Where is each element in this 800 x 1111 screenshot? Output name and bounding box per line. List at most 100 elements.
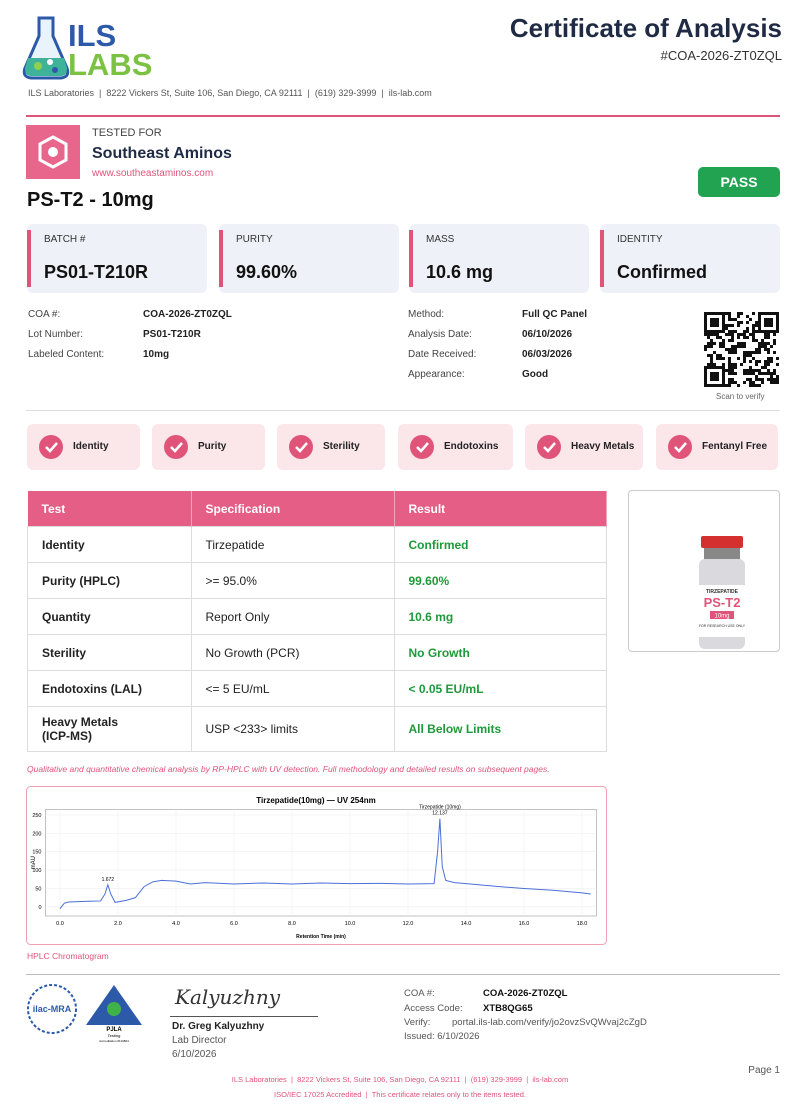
table-row: Heavy Metals (ICP-MS) USP <233> limits All… xyxy=(27,706,607,752)
qr-module xyxy=(755,330,758,333)
qr-module xyxy=(752,351,755,354)
qr-module xyxy=(752,330,755,333)
qr-module xyxy=(752,327,755,330)
qr-module xyxy=(710,318,713,321)
qr-module xyxy=(743,351,746,354)
badge: Sterility xyxy=(277,424,385,470)
card-label: BATCH # xyxy=(44,234,86,245)
qr-module xyxy=(710,339,713,342)
detail-value: PS01-T210R xyxy=(143,329,201,340)
table-row: Endotoxins (LAL) <= 5 EU/mL < 0.05 EU/mL xyxy=(27,670,607,707)
qr-module xyxy=(728,366,731,369)
qr-module xyxy=(716,330,719,333)
qr-module xyxy=(731,348,734,351)
qr-module xyxy=(722,363,725,366)
qr-module xyxy=(719,354,722,357)
signer: Dr. Greg Kalyuzhny xyxy=(172,1021,265,1032)
qr-module xyxy=(731,351,734,354)
qr-module xyxy=(740,312,743,315)
qr-module xyxy=(755,348,758,351)
qr-module xyxy=(704,330,707,333)
accreditation-logos: ilac-MRA PJLA Testing Accreditation #110… xyxy=(27,984,142,1043)
qr-module xyxy=(710,384,713,387)
card-bar xyxy=(409,230,413,287)
qr-module xyxy=(758,315,761,318)
peak-label: 12.137 xyxy=(432,811,448,817)
qr-module xyxy=(746,327,749,330)
table-cell: < 0.05 EU/mL xyxy=(393,670,607,707)
cell-text: Quantity xyxy=(42,609,91,624)
qr-module xyxy=(758,324,761,327)
y-axis-label: mAU xyxy=(31,856,37,869)
qr-module xyxy=(761,378,764,381)
peak-label: Tirzepatide (10mg) xyxy=(419,805,461,811)
qr-module xyxy=(713,378,716,381)
qr-module xyxy=(713,318,716,321)
qr-module xyxy=(758,384,761,387)
qr-module xyxy=(713,351,716,354)
qr-module xyxy=(776,381,779,384)
check-icon xyxy=(668,435,692,459)
qr-module xyxy=(767,336,770,339)
qr-module xyxy=(719,366,722,369)
qr-module xyxy=(764,336,767,339)
verify-value: XTB8QG65 xyxy=(483,1002,533,1014)
vial-note: FOR RESEARCH USE ONLY xyxy=(699,624,746,628)
qr-module xyxy=(770,324,773,327)
qr-module xyxy=(746,321,749,324)
qr-module xyxy=(710,312,713,315)
logo-bottom: LABS xyxy=(68,47,153,82)
card-bar xyxy=(219,230,223,287)
detail-value: Good xyxy=(522,369,549,380)
qr-module xyxy=(767,312,770,315)
qr-module xyxy=(713,312,716,315)
qr-module xyxy=(704,324,707,327)
qr-module xyxy=(773,339,776,342)
detail-label: Analysis Date: xyxy=(408,329,472,340)
qr-module xyxy=(716,312,719,315)
qr-module xyxy=(761,342,764,345)
qr-module xyxy=(713,321,716,324)
coa-id: #COA-2026-ZT0ZQL xyxy=(660,48,782,63)
qr-module xyxy=(722,312,725,315)
qr-module xyxy=(752,369,755,372)
qr-module xyxy=(722,381,725,384)
qr-module xyxy=(743,345,746,348)
badge-label: Purity xyxy=(198,441,227,452)
qr-module xyxy=(704,315,707,318)
table-cell: Tirzepatide xyxy=(190,526,395,563)
qr-module xyxy=(743,336,746,339)
divider xyxy=(26,410,780,411)
qr-module xyxy=(764,324,767,327)
qr-module xyxy=(749,372,752,375)
qr-module xyxy=(707,333,710,336)
qr-module xyxy=(707,330,710,333)
qr-module xyxy=(773,369,776,372)
qr-module xyxy=(719,345,722,348)
qr-module xyxy=(734,318,737,321)
qr-module xyxy=(755,384,758,387)
qr-module xyxy=(758,312,761,315)
qr-module xyxy=(728,378,731,381)
x-tick-label: 10.0 xyxy=(345,921,356,927)
qr-module xyxy=(710,330,713,333)
qr-module xyxy=(746,354,749,357)
qr-module xyxy=(737,345,740,348)
pjla-sub: Testing xyxy=(108,1033,121,1038)
qr-module xyxy=(758,369,761,372)
check-icon xyxy=(39,435,63,459)
qr-module xyxy=(728,315,731,318)
qr-module xyxy=(710,378,713,381)
card-value: PS01-T210R xyxy=(44,262,149,282)
qr-module xyxy=(776,375,779,378)
qr-module xyxy=(749,384,752,387)
qr-module xyxy=(734,366,737,369)
check-icon xyxy=(289,435,313,459)
qr-module xyxy=(710,360,713,363)
qr-module xyxy=(707,354,710,357)
qr-module xyxy=(746,336,749,339)
qr-module xyxy=(722,375,725,378)
card-value: 99.60% xyxy=(236,262,298,282)
address: ILS Laboratories | 8222 Vickers St, Suit… xyxy=(28,88,432,98)
qr-module xyxy=(716,324,719,327)
